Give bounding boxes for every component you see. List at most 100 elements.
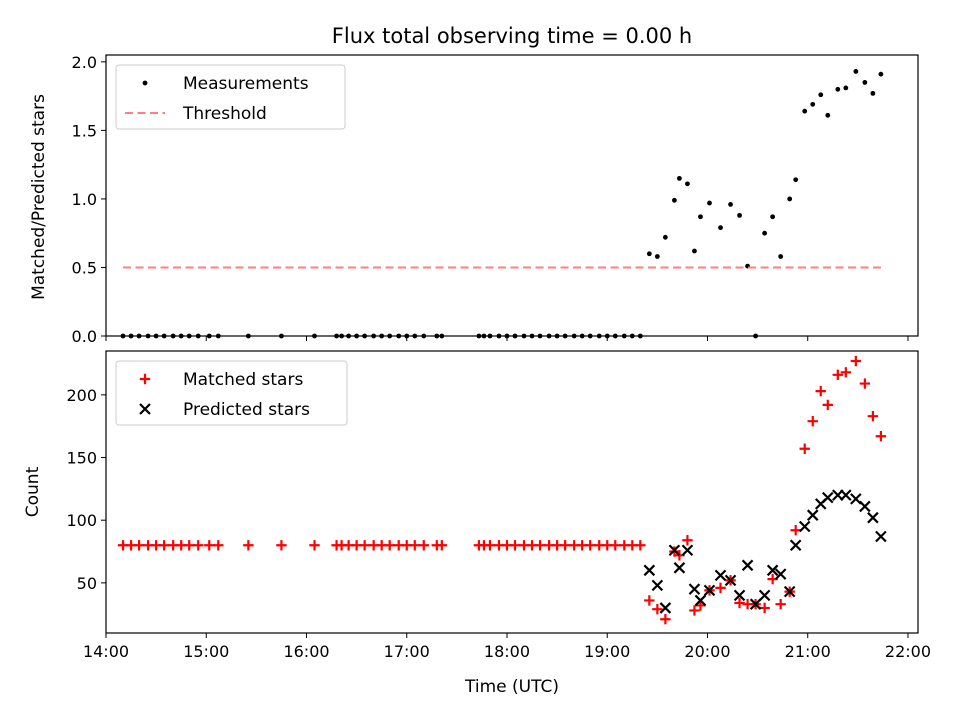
- predicted-stars-point: [733, 589, 746, 602]
- measurements-point: [762, 230, 768, 236]
- predicted-stars-point: [822, 491, 834, 504]
- matched-stars-point: [534, 540, 546, 551]
- measurements-point: [778, 254, 784, 259]
- top-plot-area: 0.0 0.5 1.0 1.5 2.0: [72, 53, 909, 346]
- measurements-point: [718, 225, 723, 231]
- top-y-tick-label: 1.5: [72, 121, 97, 140]
- predicted-stars-point: [681, 544, 694, 557]
- top-chart-title: Flux total observing time = 0.00 h: [332, 24, 692, 48]
- matched-stars-point: [243, 540, 254, 551]
- predicted-stars-point: [741, 559, 754, 572]
- measurements-point: [728, 202, 733, 207]
- measurements-point: [692, 248, 697, 254]
- matched-stars-point: [815, 385, 826, 397]
- predicted-stars-point: [789, 539, 802, 552]
- bottom-x-tick-label: 15:00: [183, 642, 229, 661]
- matched-stars-point: [689, 605, 700, 616]
- legend-threshold-label: Threshold: [182, 104, 267, 124]
- matched-stars-point: [652, 603, 663, 615]
- measurements-point: [677, 175, 682, 181]
- matched-stars-point: [193, 540, 204, 551]
- measurements-point: [853, 69, 859, 74]
- matched-stars-point: [859, 378, 871, 389]
- matched-stars-point: [875, 431, 887, 442]
- measurements-point: [818, 92, 824, 98]
- measurements-point: [835, 86, 841, 92]
- bottom-x-tick-label: 16:00: [283, 642, 329, 661]
- measurements-point: [662, 234, 668, 240]
- top-y-tick-label: 0.5: [72, 258, 97, 277]
- matched-stars-point: [436, 540, 448, 551]
- measurements-point: [787, 196, 793, 202]
- measurements-point: [685, 181, 690, 187]
- matched-stars-point: [790, 525, 801, 536]
- matched-stars-point: [409, 540, 420, 551]
- predicted-stars-point: [673, 562, 686, 574]
- measurements-point: [737, 212, 742, 218]
- matched-stars-point: [610, 540, 621, 551]
- measurements-point: [707, 200, 712, 206]
- matched-stars-point: [799, 443, 810, 454]
- measurements-point: [825, 112, 831, 118]
- predicted-stars-point: [774, 568, 787, 580]
- legend-predicted-stars-label: Predicted stars: [183, 400, 310, 420]
- matched-stars-point: [759, 602, 770, 614]
- matched-stars-point: [832, 369, 844, 381]
- predicted-stars-point: [798, 520, 811, 533]
- matched-stars-point: [158, 540, 170, 551]
- matched-stars-point: [840, 367, 852, 378]
- measurements-point: [698, 214, 703, 220]
- measurements-point: [770, 214, 776, 220]
- measurements-point: [810, 101, 816, 107]
- matched-stars-point: [635, 540, 646, 551]
- predicted-stars-point: [758, 589, 771, 602]
- bottom-y-tick-label: 200: [66, 386, 97, 405]
- predicted-stars-point: [703, 584, 716, 597]
- bottom-plot-area: 14:00 15:00 16:00 17:00 18:00 19:00 20:00 21:00…: [66, 355, 931, 661]
- predicted-stars-point: [875, 530, 887, 543]
- matched-stars-point: [484, 540, 496, 551]
- matched-stars-point: [734, 597, 745, 609]
- measurements-point: [843, 85, 849, 91]
- predicted-stars-point: [783, 585, 796, 598]
- matched-stars-point: [559, 540, 571, 551]
- matched-stars-point: [213, 540, 224, 551]
- matched-stars-point: [644, 595, 655, 606]
- bottom-x-tick-label: 21:00: [785, 642, 831, 661]
- top-y-axis-label: Matched/Predicted stars: [29, 94, 49, 300]
- legend-measurements-label: Measurements: [183, 74, 309, 94]
- predicted-stars-point: [643, 564, 656, 577]
- matched-stars-point: [850, 355, 862, 367]
- top-legend: Measurements Threshold: [115, 64, 346, 130]
- bottom-x-tick-label: 14:00: [83, 642, 129, 661]
- bottom-x-tick-label: 22:00: [885, 642, 931, 661]
- matched-stars-point: [418, 540, 429, 551]
- matched-stars-point: [509, 540, 521, 551]
- legend-predicted-stars-swatch: [139, 403, 151, 415]
- matched-stars-point: [184, 540, 195, 551]
- matched-stars-point: [775, 598, 786, 610]
- matched-stars-point: [359, 540, 370, 551]
- measurements-point: [672, 197, 677, 203]
- predicted-stars-point: [766, 564, 779, 577]
- predicted-stars-point: [659, 602, 672, 614]
- measurements-point: [654, 254, 660, 259]
- bottom-y-tick-label: 100: [66, 511, 97, 530]
- matched-stars-point: [204, 540, 215, 551]
- matched-stars-point: [682, 535, 693, 546]
- predicted-stars-point: [714, 569, 727, 582]
- predicted-stars-point: [668, 544, 681, 557]
- bottom-x-tick-label: 19:00: [584, 642, 630, 661]
- bottom-plot-frame: [105, 350, 919, 634]
- matched-stars-point: [660, 614, 671, 625]
- bottom-x-tick-label: 20:00: [684, 642, 730, 661]
- bottom-x-axis-label: Time (UTC): [464, 677, 559, 697]
- matched-stars-point: [384, 540, 395, 551]
- top-legend-frame: [115, 64, 346, 130]
- predicted-stars-point: [651, 579, 664, 592]
- measurements-point: [646, 251, 652, 257]
- predicted-stars-point: [867, 511, 879, 524]
- top-plot-frame: [105, 54, 919, 337]
- legend-matched-stars-swatch: [139, 373, 151, 385]
